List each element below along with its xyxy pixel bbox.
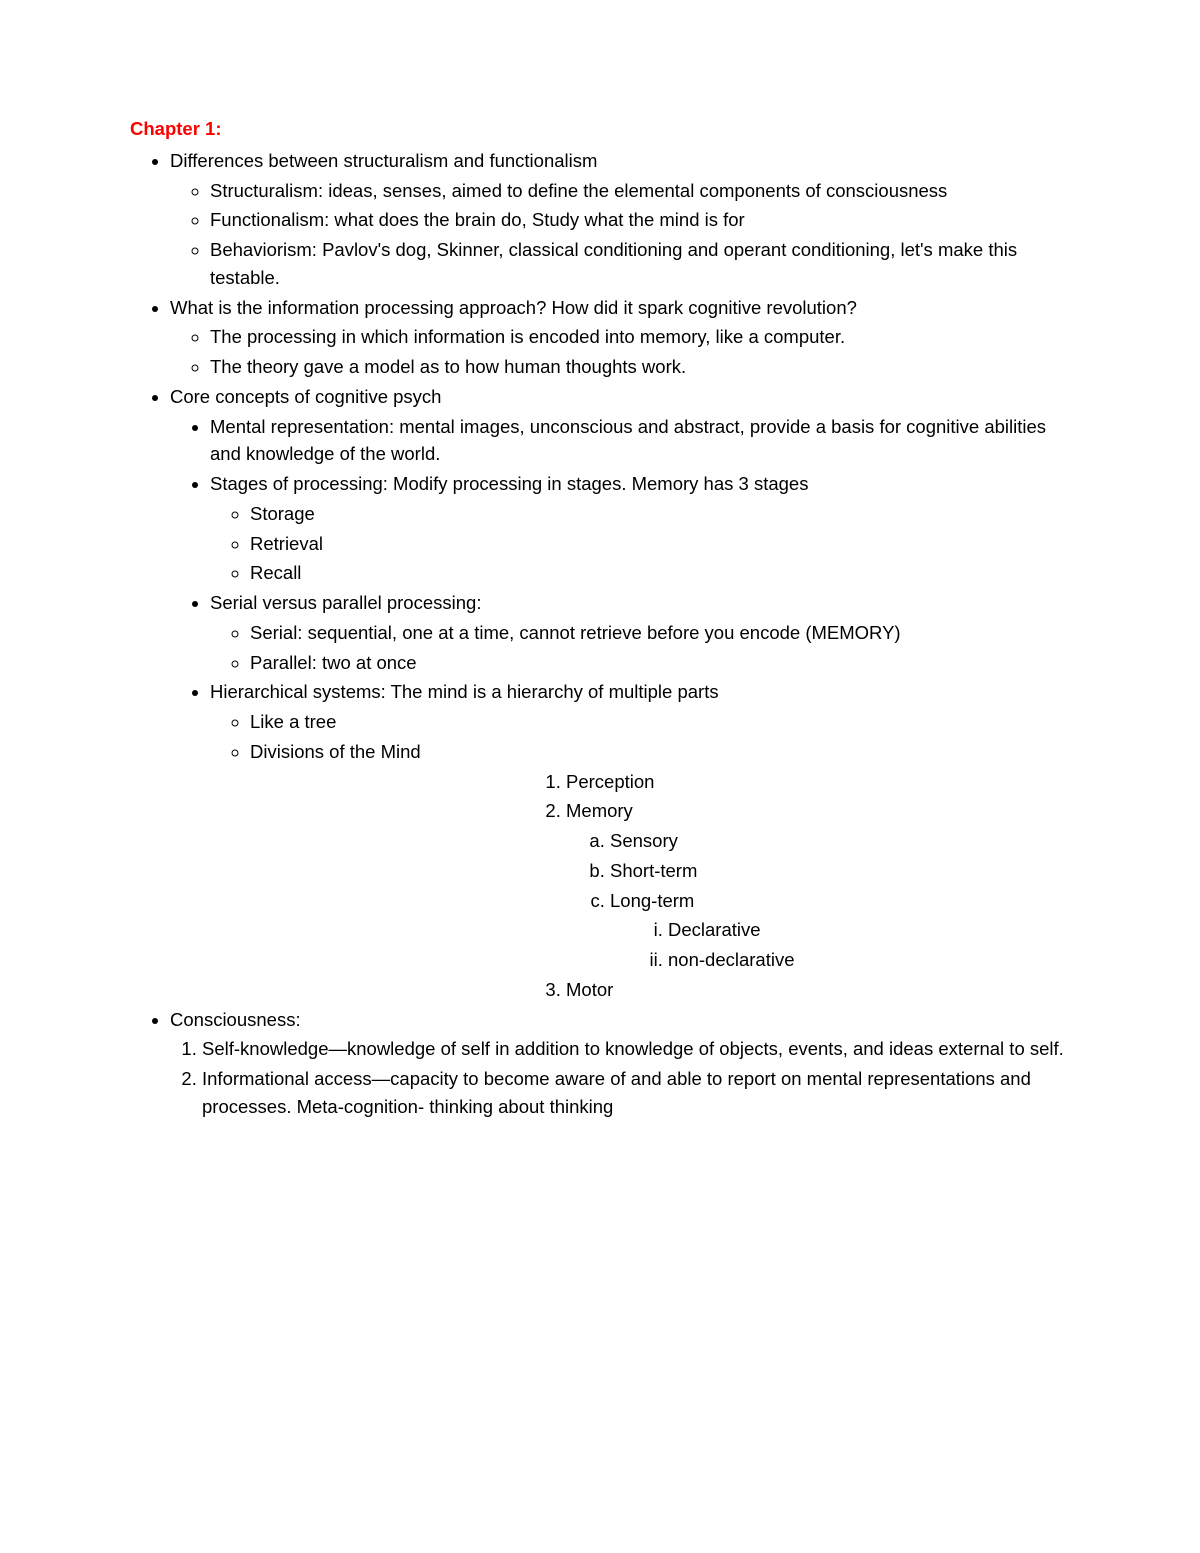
numbered-list: Perception Memory Sensory Short-term Lon… <box>530 768 1070 1004</box>
chapter-title: Chapter 1: <box>130 115 1070 143</box>
sub-item: Behaviorism: Pavlov's dog, Skinner, clas… <box>210 236 1070 292</box>
numbered-list: Self-knowledge—knowledge of self in addi… <box>170 1035 1070 1120</box>
bullet-text: What is the information processing appro… <box>170 297 857 318</box>
sub-list-disc: Mental representation: mental images, un… <box>170 413 1070 1004</box>
bullet-text: Consciousness: <box>170 1009 301 1030</box>
bullet-item: Consciousness: Self-knowledge—knowledge … <box>170 1006 1070 1121</box>
document-page: Chapter 1: Differences between structura… <box>0 0 1200 1553</box>
sub-item: Parallel: two at once <box>250 649 1070 677</box>
roman-list: Declarative non-declarative <box>610 916 1070 974</box>
sub-text: Stages of processing: Modify processing … <box>210 473 808 494</box>
bullet-item: Differences between structuralism and fu… <box>170 147 1070 292</box>
bullet-text: Differences between structuralism and fu… <box>170 150 597 171</box>
sub-item: Mental representation: mental images, un… <box>210 413 1070 469</box>
sub-list: Structuralism: ideas, senses, aimed to d… <box>170 177 1070 292</box>
sub-item: Like a tree <box>250 708 1070 736</box>
sub-item: Divisions of the Mind <box>250 738 1070 766</box>
sub-list: The processing in which information is e… <box>170 323 1070 381</box>
numbered-text: Memory <box>566 800 633 821</box>
roman-item: non-declarative <box>668 946 1070 974</box>
numbered-item: Motor <box>566 976 1070 1004</box>
alpha-item: Long-term Declarative non-declarative <box>610 887 1070 974</box>
sub-list: Serial: sequential, one at a time, canno… <box>210 619 1070 677</box>
sub-text: Serial versus parallel processing: <box>210 592 481 613</box>
bullet-item: What is the information processing appro… <box>170 294 1070 381</box>
sub-item: Serial versus parallel processing: Seria… <box>210 589 1070 676</box>
sub-item: Hierarchical systems: The mind is a hier… <box>210 678 1070 1003</box>
centered-numbered-block: Perception Memory Sensory Short-term Lon… <box>530 768 1070 1004</box>
sub-item: Recall <box>250 559 1070 587</box>
sub-item: Storage <box>250 500 1070 528</box>
sub-item: Functionalism: what does the brain do, S… <box>210 206 1070 234</box>
roman-item: Declarative <box>668 916 1070 944</box>
alpha-text: Long-term <box>610 890 694 911</box>
sub-item: Structuralism: ideas, senses, aimed to d… <box>210 177 1070 205</box>
numbered-item: Self-knowledge—knowledge of self in addi… <box>202 1035 1070 1063</box>
alpha-list: Sensory Short-term Long-term Declarative… <box>566 827 1070 974</box>
main-list: Differences between structuralism and fu… <box>130 147 1070 1121</box>
numbered-item: Informational access—capacity to become … <box>202 1065 1070 1121</box>
sub-item: The theory gave a model as to how human … <box>210 353 1070 381</box>
sub-item: Serial: sequential, one at a time, canno… <box>250 619 1070 647</box>
bullet-text: Core concepts of cognitive psych <box>170 386 441 407</box>
bullet-item: Core concepts of cognitive psych Mental … <box>170 383 1070 1004</box>
alpha-item: Sensory <box>610 827 1070 855</box>
numbered-item: Memory Sensory Short-term Long-term Decl… <box>566 797 1070 974</box>
alpha-item: Short-term <box>610 857 1070 885</box>
numbered-item: Perception <box>566 768 1070 796</box>
sub-list: Storage Retrieval Recall <box>210 500 1070 587</box>
sub-item: Retrieval <box>250 530 1070 558</box>
sub-list: Like a tree Divisions of the Mind <box>210 708 1070 766</box>
sub-text: Hierarchical systems: The mind is a hier… <box>210 681 719 702</box>
sub-item: Stages of processing: Modify processing … <box>210 470 1070 587</box>
sub-item: The processing in which information is e… <box>210 323 1070 351</box>
